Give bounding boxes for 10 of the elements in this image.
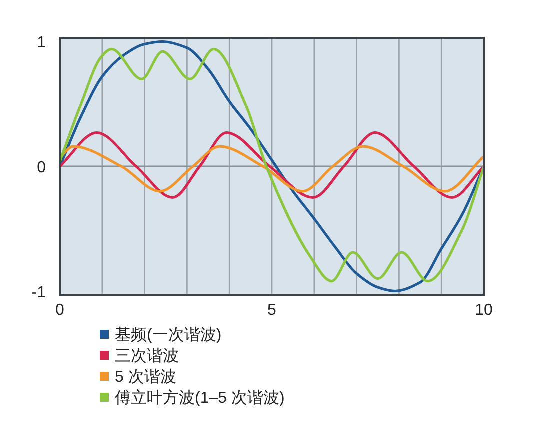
legend-label: 5 次谐波 [115, 368, 176, 386]
legend-label: 三次谐波 [115, 347, 179, 365]
y-tick-label: -1 [32, 284, 46, 302]
x-tick-label: 10 [475, 302, 493, 319]
legend-label: 基频(一次谐波) [115, 326, 222, 344]
y-tick-label: 1 [37, 34, 46, 52]
legend-label: 傅立叶方波(1–5 次谐波) [115, 389, 285, 407]
x-tick-label: 5 [268, 302, 277, 319]
y-tick-label: 0 [37, 160, 46, 176]
x-tick-label: 0 [56, 302, 65, 319]
